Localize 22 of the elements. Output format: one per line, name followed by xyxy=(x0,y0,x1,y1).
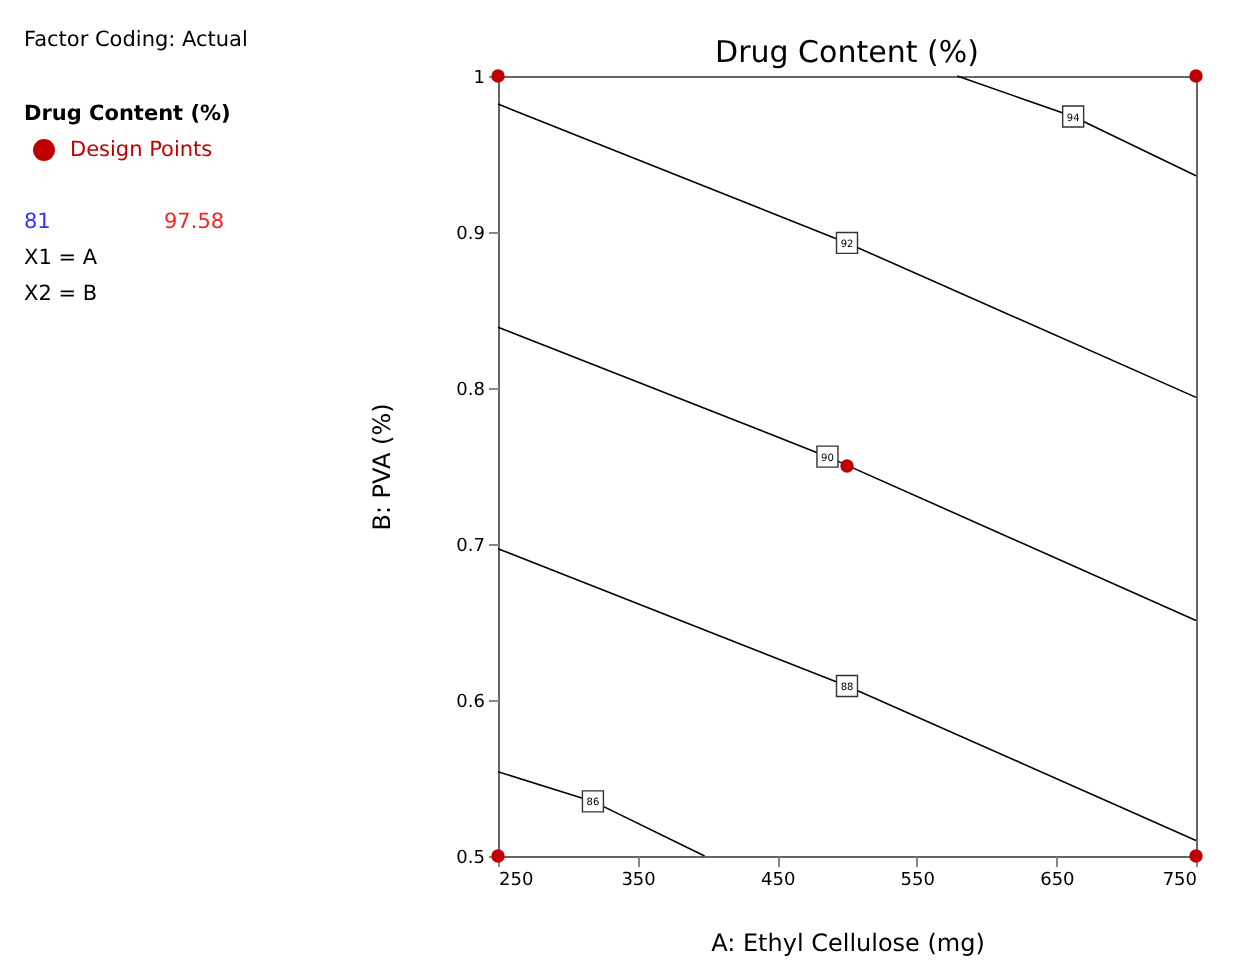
x-axis-title: A: Ethyl Cellulose (mg) xyxy=(711,929,985,957)
y-tick-label: 0.7 xyxy=(456,537,485,557)
x-tick-label: 550 xyxy=(900,871,936,891)
y-axis-title: B: PVA (%) xyxy=(368,403,397,531)
x-tick-label: 450 xyxy=(761,871,796,891)
y-tick-label: 1 xyxy=(473,69,485,89)
text: 97.58 xyxy=(164,210,225,234)
x-tick-label: 250 xyxy=(499,871,534,891)
x-tick-label: 650 xyxy=(1040,871,1076,891)
legend-label: Design Points xyxy=(70,138,213,162)
y-tick-label: 0.5 xyxy=(456,849,485,869)
legend-title: Drug Content (%) xyxy=(24,102,231,126)
y-tick-label: 0.9 xyxy=(456,225,486,245)
y-tick-label: 0.8 xyxy=(456,381,486,401)
chart-title: Drug Content (%) xyxy=(715,34,979,70)
x-tick-label: 750 xyxy=(1162,871,1198,891)
text: Factor Coding: Actual xyxy=(24,28,248,52)
x-tick-label: 350 xyxy=(621,871,657,891)
text: X1 = A xyxy=(24,246,99,270)
text: 81 xyxy=(24,210,51,234)
text: X2 = B xyxy=(24,282,98,306)
y-tick-label: 0.6 xyxy=(456,693,486,713)
